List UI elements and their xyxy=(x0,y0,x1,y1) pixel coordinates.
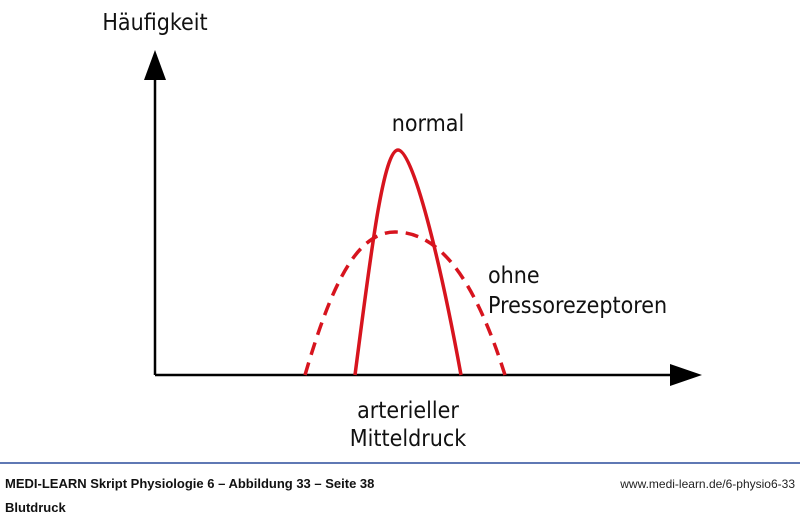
normal-curve xyxy=(353,148,463,376)
footer-topic: Blutdruck xyxy=(5,500,66,515)
x-arrow xyxy=(670,364,702,386)
y-axis-label: Häufigkeit xyxy=(102,10,207,36)
x-axis-label-2: Mitteldruck xyxy=(350,426,466,452)
footer-url: www.medi-learn.de/6-physio6-33 xyxy=(619,477,795,491)
dashed-label-2: Pressorezeptoren xyxy=(488,293,667,319)
dashed-label-1: ohne xyxy=(488,263,540,289)
y-arrow xyxy=(144,50,166,80)
dashed-curve xyxy=(303,230,507,376)
x-axis-label-1: arterieller xyxy=(357,398,459,424)
footer-source: MEDI-LEARN Skript Physiologie 6 – Abbild… xyxy=(5,476,374,491)
normal-label: normal xyxy=(392,111,464,137)
